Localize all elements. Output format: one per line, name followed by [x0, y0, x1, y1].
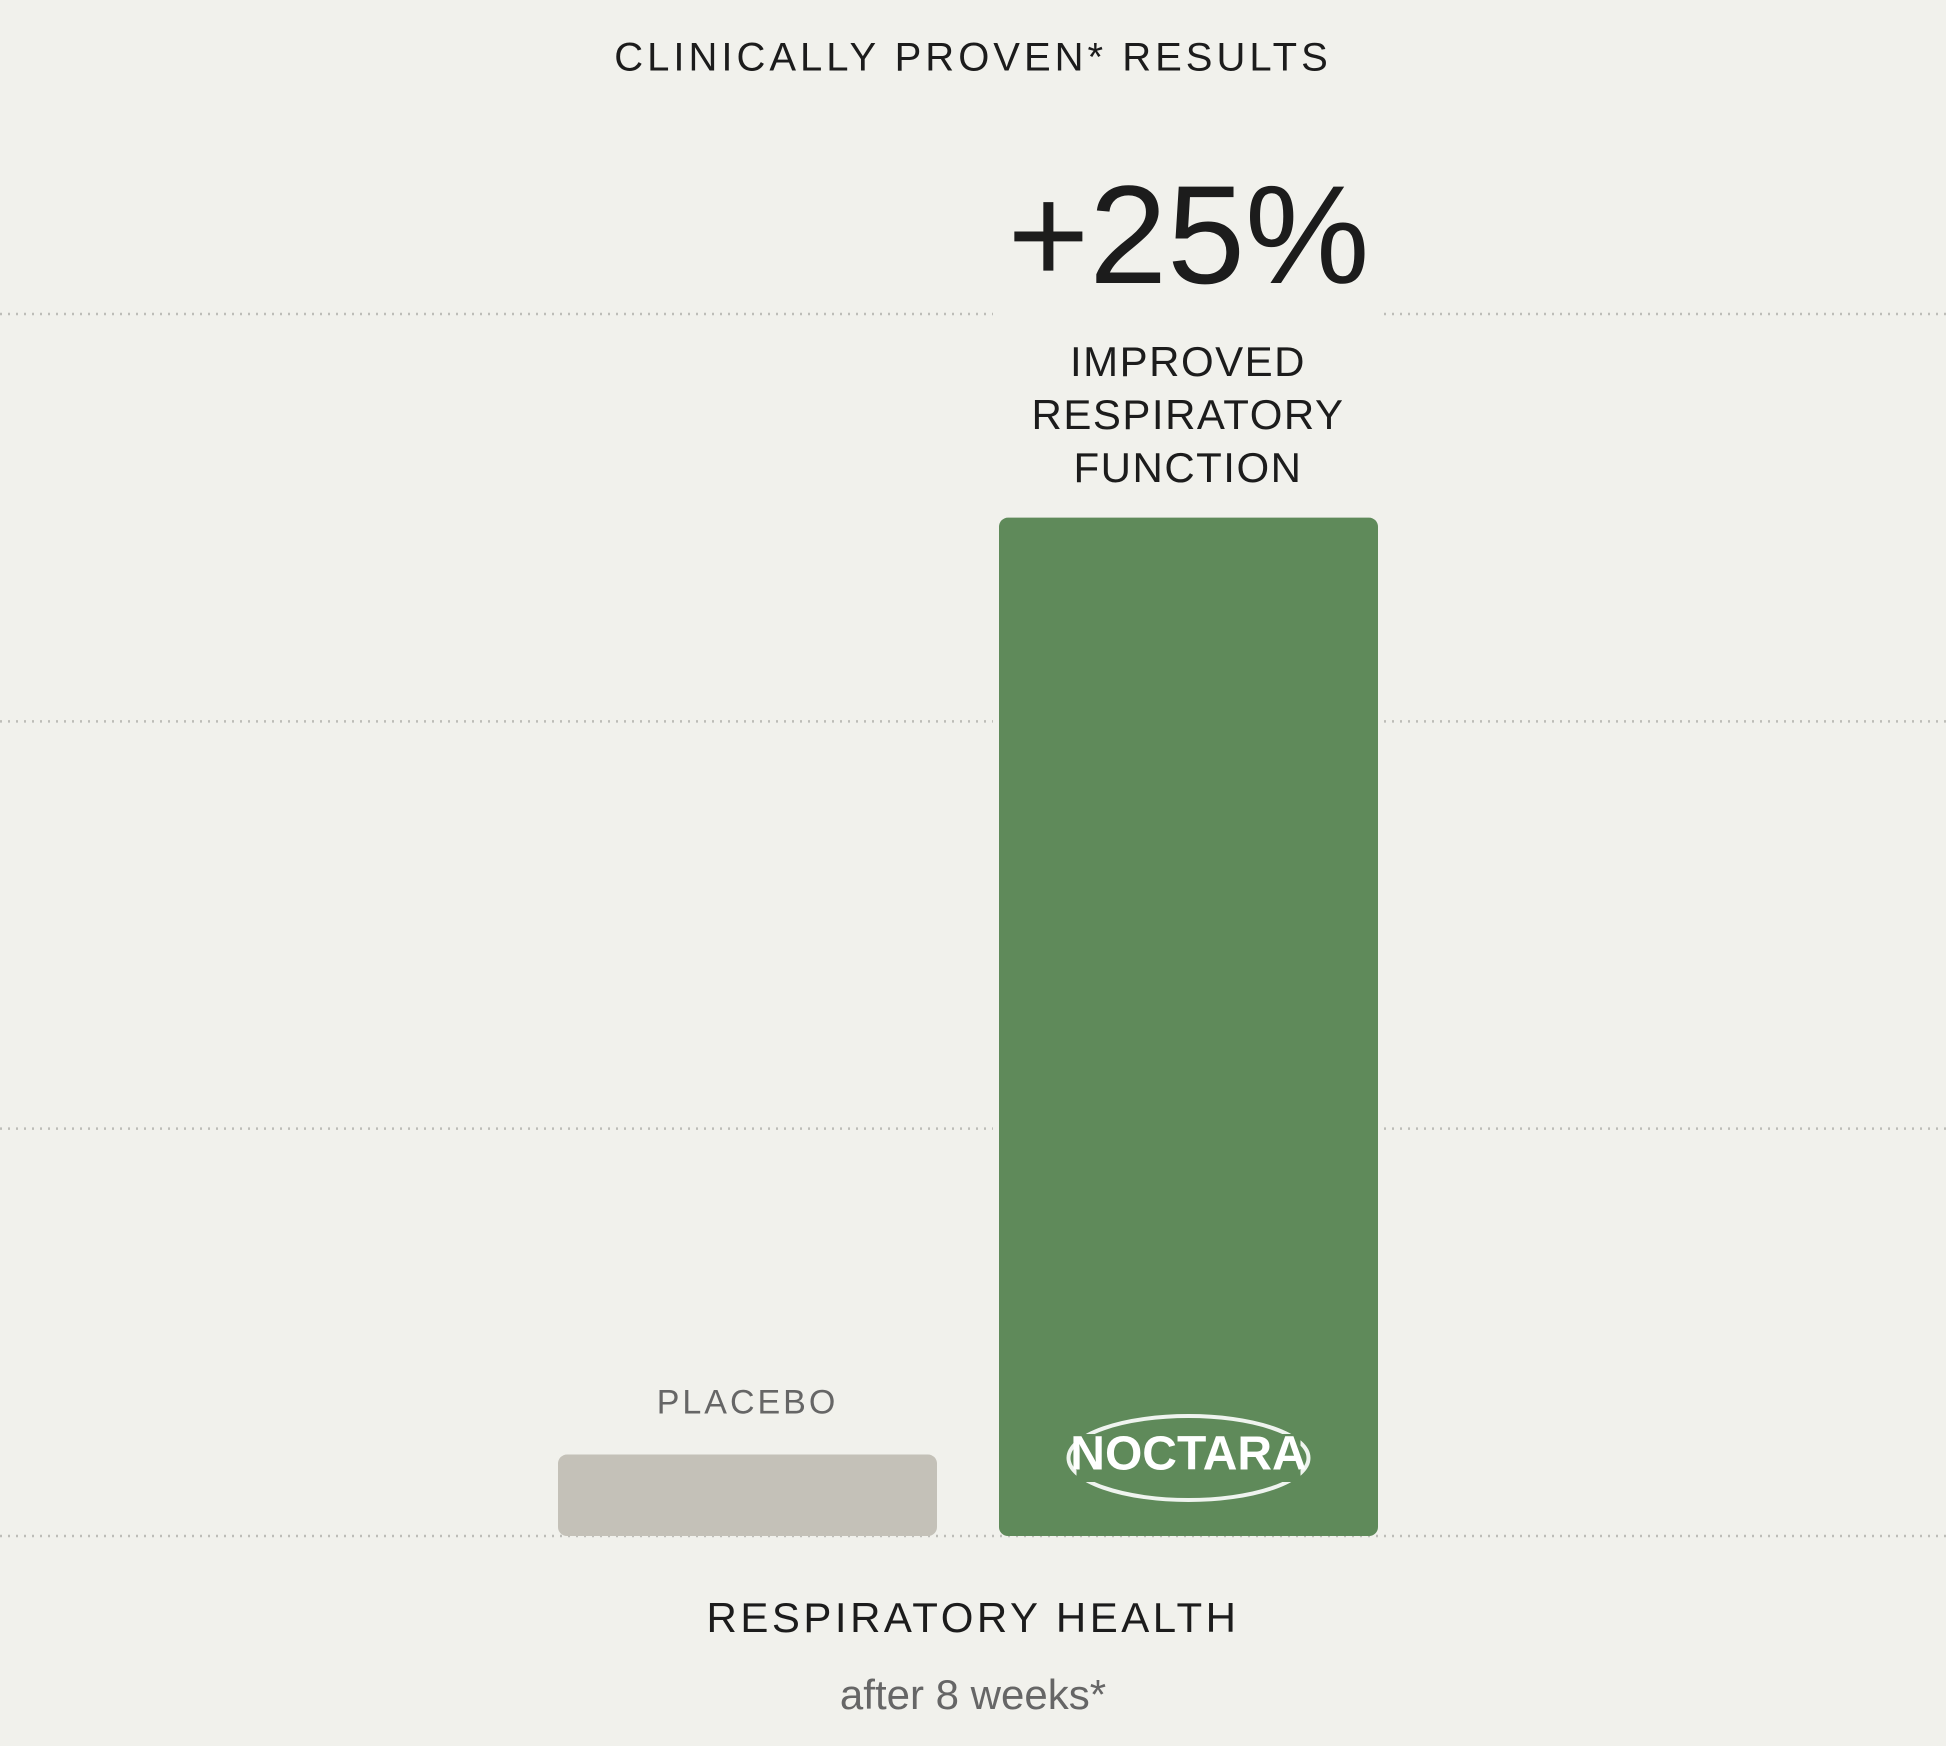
x-axis-label: RESPIRATORY HEALTH [707, 1594, 1240, 1641]
chart-title: CLINICALLY PROVEN* RESULTS [614, 36, 1332, 80]
logo-mask [1076, 1434, 1301, 1482]
category-label: NOCTARA [1070, 1428, 1306, 1481]
annotation: RESPIRATORY [1032, 391, 1345, 438]
bar [558, 1454, 937, 1536]
category-label: PLACEBO [657, 1384, 839, 1422]
logo-swoosh [1066, 1414, 1311, 1502]
bar [999, 517, 1378, 1536]
annotation: FUNCTION [1074, 444, 1303, 491]
subtitle: after 8 weeks* [840, 1671, 1106, 1718]
annotation: IMPROVED [1070, 338, 1306, 385]
value-label: +25% [1008, 156, 1370, 313]
